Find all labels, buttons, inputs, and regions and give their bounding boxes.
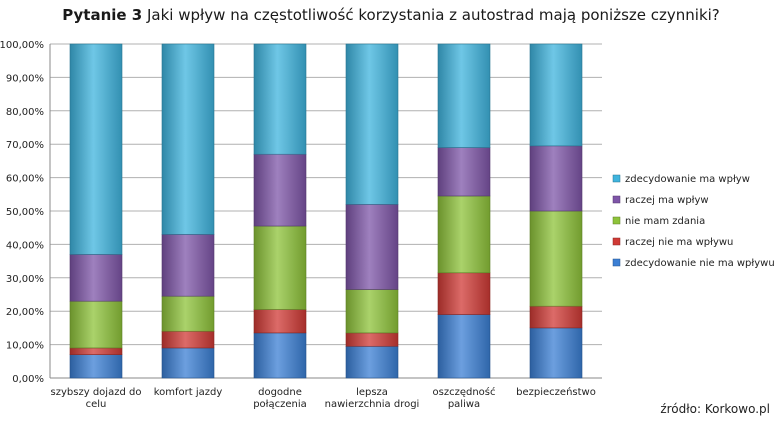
legend-label: zdecydowanie ma wpływ [625, 174, 750, 185]
bar-segment [161, 347, 215, 379]
x-tick-label: bezpieczeństwo [516, 386, 596, 398]
legend-swatch [612, 216, 621, 225]
legend-swatch [612, 258, 621, 267]
y-tick-label: 70,00% [6, 140, 44, 151]
bar-segment [437, 314, 491, 379]
x-tick-label: paliwa [448, 399, 480, 410]
bars [69, 43, 583, 379]
bar-segment [345, 332, 399, 347]
bar-segment [253, 225, 307, 310]
bar-segment [69, 354, 123, 379]
bar-segment [69, 254, 123, 302]
bar-segment [529, 210, 583, 307]
x-tick-label: oszczędność [433, 386, 496, 398]
bar-segment [161, 295, 215, 332]
x-tick-label: lepsza [356, 387, 388, 398]
bar-segment [161, 43, 215, 235]
chart-title-text: Jaki wpływ na częstotliwość korzystania … [142, 6, 720, 24]
legend-swatch [612, 174, 621, 183]
legend-label: zdecydowanie nie ma wpływu [625, 258, 775, 269]
x-tick-label: komfort jazdy [154, 387, 223, 398]
bar-segment [437, 43, 491, 148]
y-tick-label: 80,00% [6, 107, 44, 118]
bar-segment [253, 153, 307, 227]
bar-segment [529, 327, 583, 379]
bar-segment [69, 347, 123, 355]
legend-swatch [612, 195, 621, 204]
y-tick-label: 30,00% [6, 274, 44, 285]
x-tick-label: połączenia [253, 399, 307, 410]
legend-label: nie mam zdania [625, 216, 705, 227]
y-tick-label: 20,00% [6, 307, 44, 318]
chart-title: Pytanie 3 Jaki wpływ na częstotliwość ko… [0, 6, 782, 24]
bar-segment [69, 43, 123, 255]
bar-segment [253, 332, 307, 379]
source-label: źródło: Korkowo.pl [660, 402, 770, 416]
bar-segment [529, 43, 583, 147]
legend-swatch [612, 237, 621, 246]
y-axis: 0,00% 10,00% 20,00% 30,00% 40,00% 50,00% 60,00… [0, 40, 51, 385]
bar-segment [253, 309, 307, 334]
legend-label: raczej nie ma wpływu [625, 237, 733, 248]
bar-segment [345, 43, 399, 205]
legend: zdecydowanie ma wpływ raczej ma wpływ nie … [612, 174, 775, 269]
legend-label: raczej ma wpływ [625, 195, 709, 206]
x-tick-label: dogodne [258, 387, 302, 398]
y-tick-label: 0,00% [12, 374, 44, 385]
y-tick-label: 90,00% [6, 73, 44, 84]
bar-segment [161, 330, 215, 349]
bar-segment [437, 147, 491, 197]
bar-segment [437, 195, 491, 274]
bar-segment [345, 345, 399, 379]
x-tick-label: nawierzchnia drogi [325, 399, 420, 410]
y-tick-label: 100,00% [0, 40, 44, 51]
x-tick-label: celu [86, 399, 107, 410]
bar-segment [345, 289, 399, 334]
y-tick-label: 60,00% [6, 174, 44, 185]
bar-segment [529, 305, 583, 329]
bar-segment [529, 145, 583, 212]
y-tick-label: 10,00% [6, 341, 44, 352]
bar-segment [161, 234, 215, 297]
y-tick-label: 40,00% [6, 240, 44, 251]
bar-segment [437, 272, 491, 315]
bar-segment [345, 204, 399, 290]
chart-title-bold: Pytanie 3 [62, 6, 143, 24]
bar-segment [69, 300, 123, 349]
x-tick-label: szybszy dojazd do [51, 387, 142, 398]
y-tick-label: 50,00% [6, 207, 44, 218]
bar-segment [253, 43, 307, 155]
grid-lines [50, 43, 602, 379]
